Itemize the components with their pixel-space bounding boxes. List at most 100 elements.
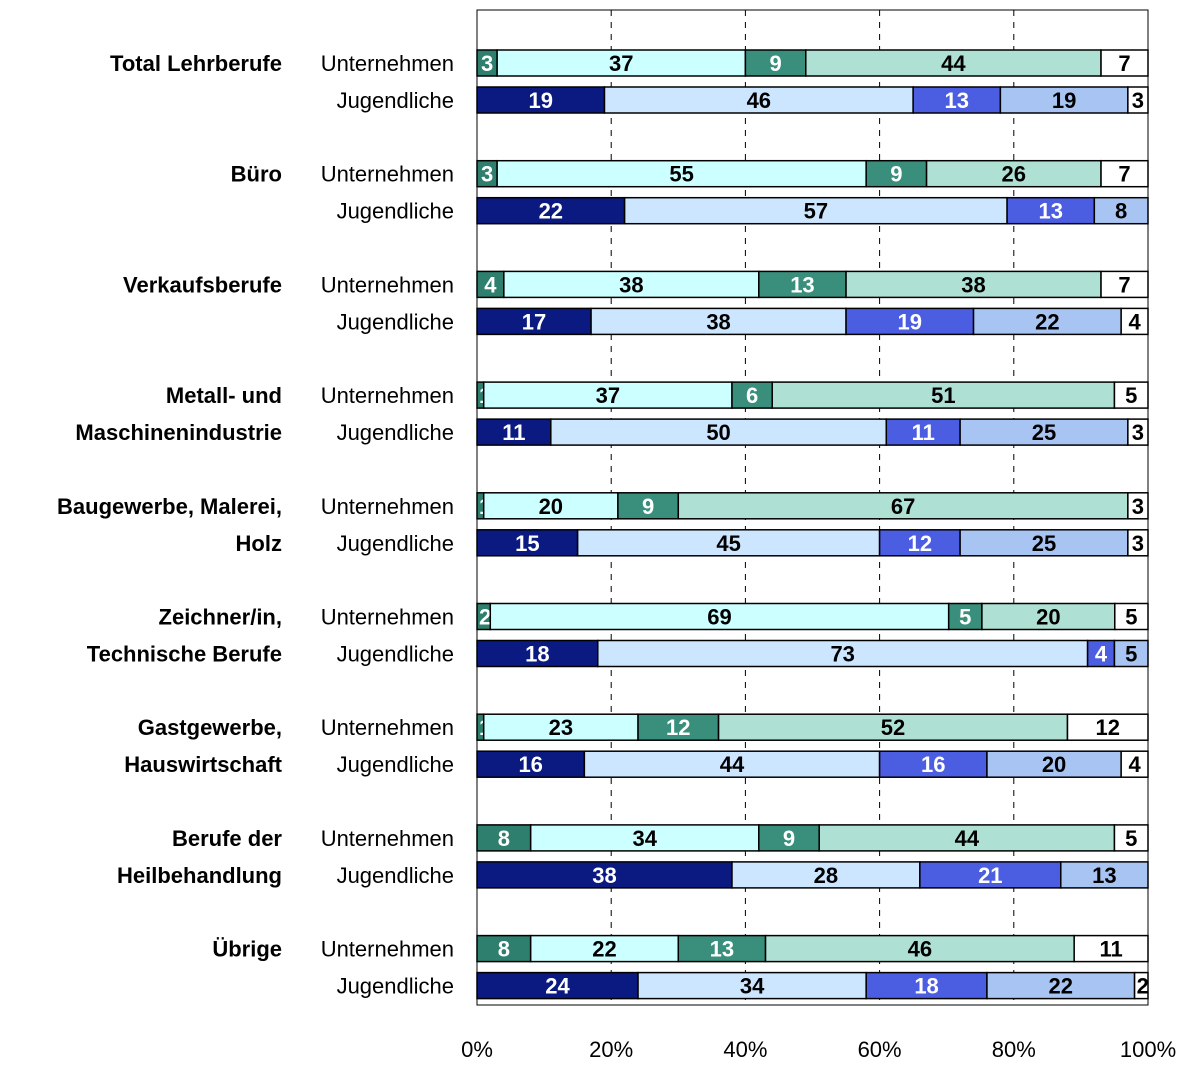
- data-label: 11: [502, 420, 525, 445]
- data-label: 8: [498, 937, 510, 962]
- data-label: 9: [642, 494, 654, 519]
- data-label: 7: [1118, 272, 1130, 297]
- bar-segment: [489, 602, 950, 631]
- bar-segment: [1127, 529, 1149, 557]
- data-label: 37: [596, 383, 620, 408]
- data-label: 38: [619, 272, 643, 297]
- group-label: Berufe der: [172, 826, 282, 851]
- bar-segment: [771, 381, 1116, 409]
- data-label: 4: [1095, 642, 1108, 667]
- bar-segment: [744, 49, 807, 77]
- data-label: 73: [830, 642, 854, 667]
- data-label: 28: [814, 863, 838, 888]
- bar-segment: [482, 492, 619, 520]
- row-label: Jugendliche: [337, 309, 454, 334]
- data-label: 3: [1132, 531, 1144, 556]
- data-label: 2: [479, 605, 491, 630]
- data-label: 7: [1118, 51, 1130, 76]
- row-label: Jugendliche: [337, 531, 454, 556]
- bar-segment: [758, 270, 847, 299]
- data-label: 51: [931, 383, 955, 408]
- bar-segment: [1066, 713, 1149, 741]
- bar-segment: [482, 713, 639, 741]
- data-label: 13: [945, 88, 969, 113]
- bar-segment: [1100, 270, 1149, 299]
- data-label: 24: [545, 974, 570, 999]
- bar-segment: [476, 639, 599, 668]
- bar-segment: [476, 196, 626, 225]
- row-label: Jugendliche: [337, 88, 454, 113]
- data-label: 22: [1049, 974, 1073, 999]
- data-label: 20: [539, 494, 563, 519]
- data-label: 4: [1128, 309, 1141, 334]
- data-label: 12: [666, 715, 690, 740]
- row-label: Jugendliche: [337, 420, 454, 445]
- bar-segment: [583, 750, 881, 778]
- row-label: Unternehmen: [321, 162, 454, 187]
- data-label: 23: [549, 715, 573, 740]
- data-label: 44: [941, 51, 966, 76]
- data-label: 8: [1115, 199, 1127, 224]
- x-tick-label: 80%: [992, 1037, 1036, 1061]
- bar-segment: [476, 270, 505, 299]
- data-label: 3: [1132, 420, 1144, 445]
- data-label: 37: [609, 51, 633, 76]
- bar-segment: [1120, 307, 1149, 336]
- data-label: 44: [720, 752, 745, 777]
- bar-segment: [1093, 196, 1149, 225]
- data-label: 11: [1099, 937, 1122, 962]
- data-label: 12: [908, 531, 932, 556]
- bar-segment: [476, 418, 552, 446]
- data-label: 7: [1118, 162, 1130, 187]
- bar-segment: [1127, 418, 1149, 446]
- bar-segment: [476, 934, 532, 963]
- data-label: 22: [592, 937, 616, 962]
- data-label: 13: [1038, 199, 1062, 224]
- data-label: 6: [746, 383, 758, 408]
- bar-segment: [476, 307, 592, 336]
- data-label: 19: [529, 88, 553, 113]
- row-label: Unternehmen: [321, 383, 454, 408]
- bar-segment: [947, 602, 983, 631]
- bar-segment: [925, 159, 1102, 188]
- x-tick-label: 0%: [461, 1037, 493, 1061]
- group-label: Gastgewerbe,: [138, 715, 282, 740]
- bar-segment: [1127, 492, 1149, 520]
- bar-segment: [529, 824, 760, 852]
- bar-segment: [476, 971, 639, 1000]
- bar-segment: [1100, 159, 1149, 188]
- x-tick-label: 100%: [1120, 1037, 1176, 1061]
- data-label: 5: [959, 605, 971, 630]
- data-label: 5: [1125, 383, 1137, 408]
- bar-segment: [576, 529, 881, 557]
- data-label: 3: [481, 162, 493, 187]
- data-label: 25: [1032, 420, 1056, 445]
- bar-segment: [550, 418, 888, 446]
- data-label: 38: [961, 272, 985, 297]
- group-label: Zeichner/in,: [159, 605, 282, 630]
- bar-segment: [865, 971, 988, 1000]
- bar-segment: [503, 270, 760, 299]
- bar-segment: [597, 639, 1089, 668]
- data-label: 46: [908, 937, 932, 962]
- group-label: Verkaufsberufe: [123, 272, 282, 297]
- row-label: Unternehmen: [321, 51, 454, 76]
- bar-segment: [529, 934, 680, 963]
- bar-segment: [805, 49, 1102, 77]
- bar-segment: [865, 159, 928, 188]
- data-label: 34: [740, 974, 765, 999]
- bar-segment: [764, 934, 1075, 963]
- bar-segment: [959, 418, 1129, 446]
- row-label: Unternehmen: [321, 715, 454, 740]
- data-label: 5: [1125, 605, 1137, 630]
- row-label: Jugendliche: [337, 642, 454, 667]
- data-label: 12: [1095, 715, 1119, 740]
- data-label: 4: [1128, 752, 1141, 777]
- data-label: 3: [481, 51, 493, 76]
- bar-segment: [878, 529, 961, 557]
- x-tick-label: 60%: [858, 1037, 902, 1061]
- row-label: Jugendliche: [337, 752, 454, 777]
- data-label: 13: [1092, 863, 1116, 888]
- bar-segment: [818, 824, 1116, 852]
